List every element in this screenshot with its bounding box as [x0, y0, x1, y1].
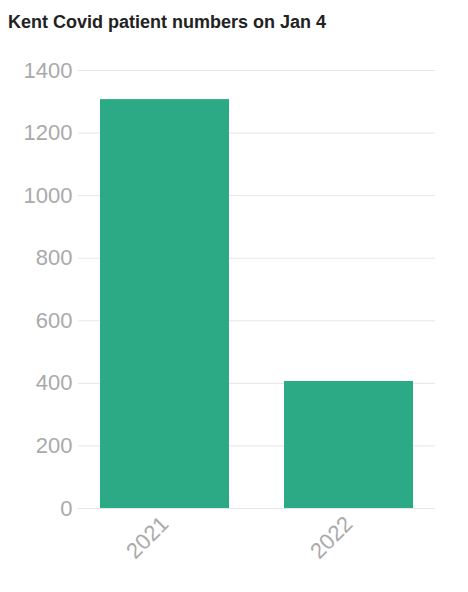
svg-text:0: 0 — [60, 496, 72, 521]
svg-text:2022: 2022 — [305, 511, 357, 563]
svg-text:1000: 1000 — [24, 183, 73, 208]
svg-text:600: 600 — [36, 308, 73, 333]
svg-text:1200: 1200 — [24, 120, 73, 145]
html-text:Kent Covid patient numbers on: Kent Covid patient numbers on Jan 4 — [8, 12, 326, 32]
svg-text:200: 200 — [36, 433, 73, 458]
svg-text:2021: 2021 — [121, 511, 173, 563]
svg-text:800: 800 — [36, 245, 73, 270]
svg-text:400: 400 — [36, 370, 73, 395]
svg-text:1400: 1400 — [24, 58, 73, 83]
